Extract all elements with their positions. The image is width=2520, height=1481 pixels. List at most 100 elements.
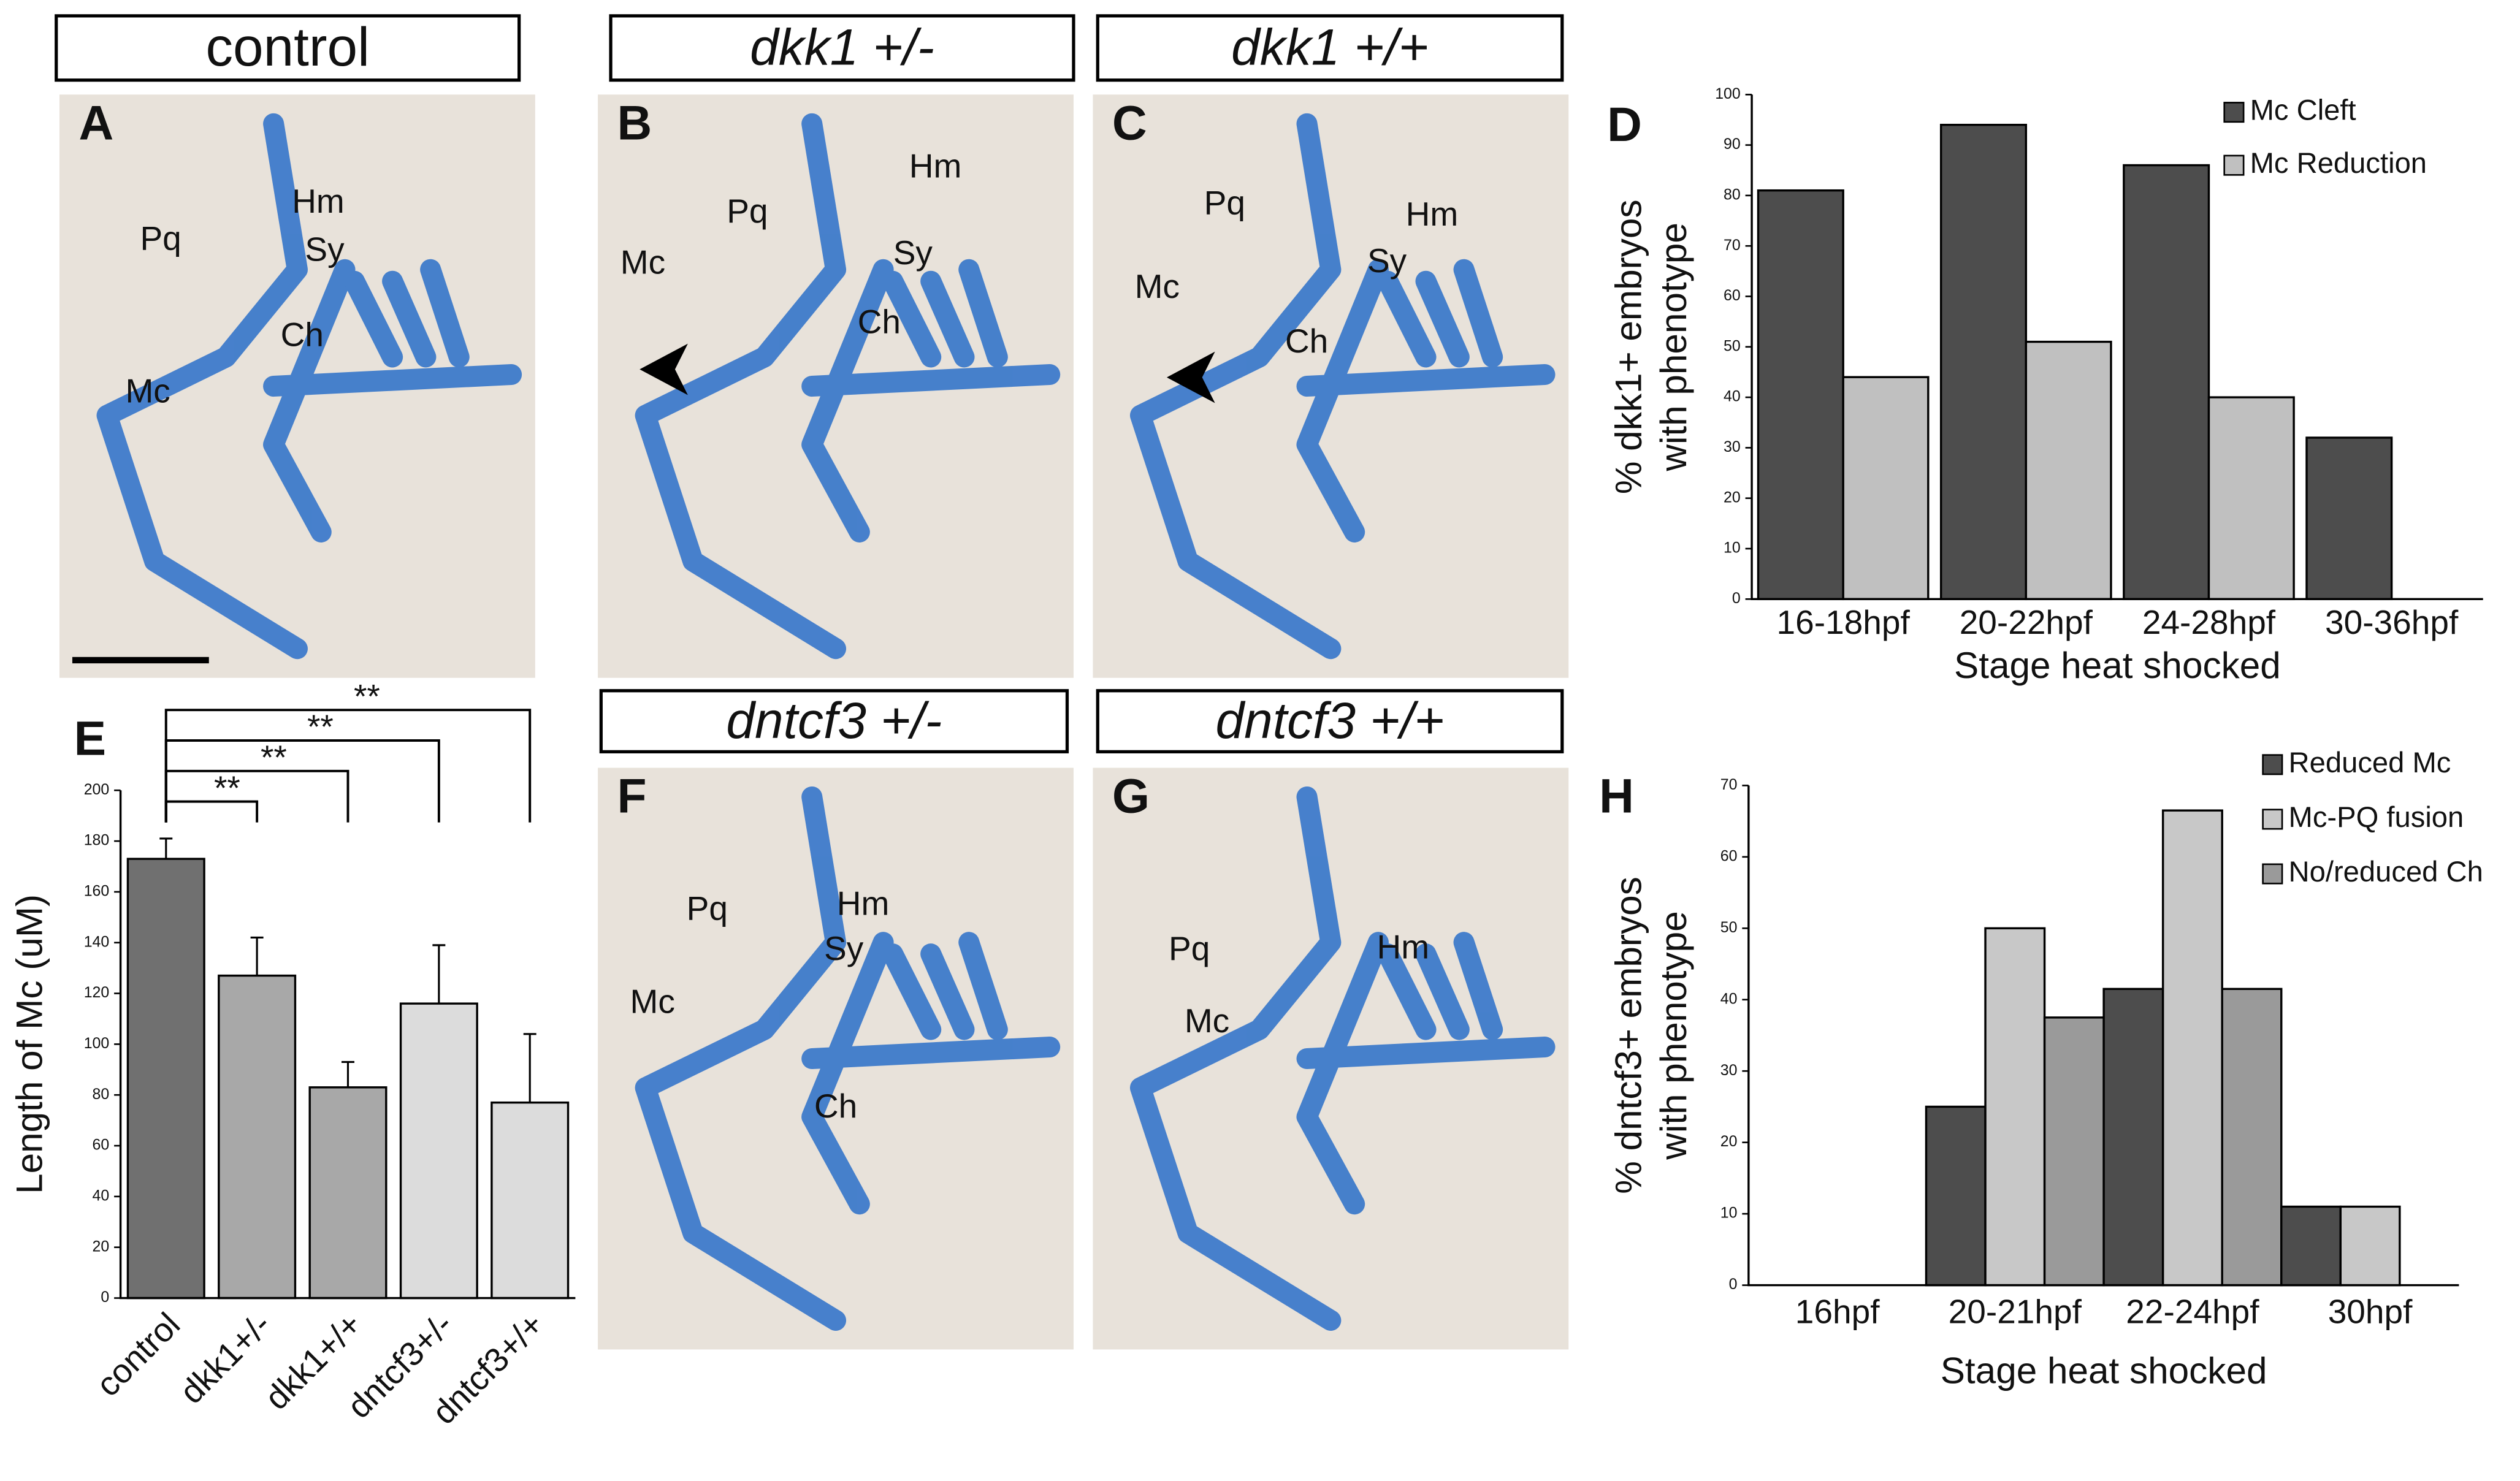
y-tick-label: 0 [1729, 1276, 1738, 1293]
cartilage [882, 943, 942, 1040]
bar [2123, 164, 2210, 601]
panel-title: dntcf3 +/- [726, 691, 942, 749]
legend-label: No/reduced Ch [2289, 855, 2483, 888]
panel-title: dntcf3 +/+ [1216, 691, 1445, 749]
x-axis-label: Stage heat shocked [1941, 1350, 2267, 1392]
cartilage [801, 259, 894, 543]
significance-label: ** [307, 707, 334, 745]
cartilage [96, 113, 308, 660]
cartilage [1129, 786, 1342, 1331]
anatomy-label: Hm [292, 182, 345, 220]
bar [2025, 340, 2112, 601]
cartilage [382, 270, 437, 368]
cartilage-stain [635, 113, 1061, 660]
anatomy-label: Mc [620, 243, 665, 281]
cartilage [801, 364, 1061, 397]
legend-swatch [2262, 754, 2283, 775]
x-tick-label: control [89, 1305, 188, 1404]
cartilage [343, 270, 403, 368]
panel-letter: A [78, 96, 113, 150]
y-tick-label: 20 [93, 1238, 110, 1255]
panel-letter: E [74, 711, 106, 765]
legend-label: Mc-PQ fusion [2289, 801, 2464, 833]
cartilage [1296, 932, 1389, 1215]
panel-title-box [1096, 14, 1564, 82]
significance-bracket [164, 800, 259, 823]
legend-label: Reduced Mc [2289, 746, 2451, 779]
panel-title: dkk1 +/- [750, 18, 934, 76]
y-tick-label: 30 [1724, 438, 1741, 455]
cartilage [635, 786, 847, 1331]
y-axis-label: with phenotype [1652, 223, 1694, 471]
cartilage [1415, 943, 1470, 1040]
x-tick-label: 30hpf [2328, 1292, 2413, 1330]
bar [2207, 396, 2295, 601]
y-axis-label: Length of Mc (uM) [8, 894, 50, 1194]
x-tick-label: 22-24hpf [2126, 1292, 2259, 1330]
cartilage [1296, 364, 1556, 397]
y-tick-label: 0 [1732, 590, 1741, 607]
bar [2339, 1205, 2401, 1287]
bar [2161, 809, 2223, 1287]
x-axis-label: Stage heat shocked [1954, 644, 2281, 686]
x-tick-label: 24-28hpf [2142, 603, 2276, 641]
anatomy-label: Hm [1376, 927, 1429, 965]
bar [1842, 376, 1930, 601]
cartilage-stain [96, 113, 522, 660]
y-tick-label: 160 [84, 882, 110, 899]
x-tick-label: 30-36hpf [2325, 603, 2459, 641]
panel-letter: G [1112, 769, 1150, 823]
y-tick-label: 40 [1724, 388, 1741, 405]
cartilage [1453, 259, 1503, 368]
cartilage [958, 259, 1008, 368]
y-tick-label: 70 [1724, 237, 1741, 254]
bar [2305, 436, 2393, 601]
panel-letter: C [1112, 96, 1147, 150]
cartilage [1377, 270, 1437, 368]
anatomy-label: Pq [727, 192, 768, 230]
anatomy-label: Hm [909, 147, 962, 185]
bar [1757, 189, 1844, 601]
panel-title-box [55, 14, 521, 82]
cartilage [263, 364, 522, 397]
error-bar [250, 936, 264, 976]
panel-letter: D [1607, 97, 1642, 151]
anatomy-label: Mc [125, 371, 170, 409]
x-tick-label: 20-22hpf [1960, 603, 2093, 641]
legend-label: Mc Reduction [2250, 147, 2427, 179]
y-tick-label: 30 [1720, 1062, 1738, 1079]
anatomy-label: Pq [1204, 184, 1245, 222]
y-tick-label: 120 [84, 984, 110, 1001]
bar [399, 1002, 478, 1300]
anatomy-label: Ch [858, 303, 901, 341]
anatomy-label: Sy [1367, 242, 1407, 280]
significance-bracket [164, 739, 440, 823]
y-tick-label: 50 [1720, 919, 1738, 936]
bar [2221, 988, 2283, 1287]
legend-swatch [2262, 863, 2283, 885]
y-tick-label: 200 [84, 781, 110, 798]
y-tick-label: 10 [1720, 1205, 1738, 1222]
axes [119, 790, 576, 1300]
cartilage [1296, 1036, 1556, 1070]
anatomy-label: Pq [687, 889, 728, 927]
arrowhead [1166, 351, 1215, 403]
anatomy-label: Mc [630, 982, 675, 1020]
bar [1939, 123, 2028, 601]
y-tick-label: 20 [1724, 489, 1741, 506]
anatomy-label: Ch [1285, 322, 1328, 360]
bar [2280, 1205, 2342, 1287]
arrowhead [640, 343, 688, 395]
cartilage [420, 259, 470, 368]
y-axis-label: % dntcf3+ embryos [1607, 877, 1649, 1194]
bar [1925, 1105, 1987, 1287]
y-tick-label: 40 [93, 1187, 110, 1204]
cartilage [801, 932, 894, 1215]
error-bar [159, 837, 173, 859]
panel-letter: F [617, 769, 647, 823]
cartilage [801, 1036, 1061, 1070]
legend-swatch [2262, 809, 2283, 830]
error-bar [523, 1033, 536, 1103]
bar [2102, 988, 2164, 1287]
y-tick-label: 90 [1724, 135, 1741, 153]
